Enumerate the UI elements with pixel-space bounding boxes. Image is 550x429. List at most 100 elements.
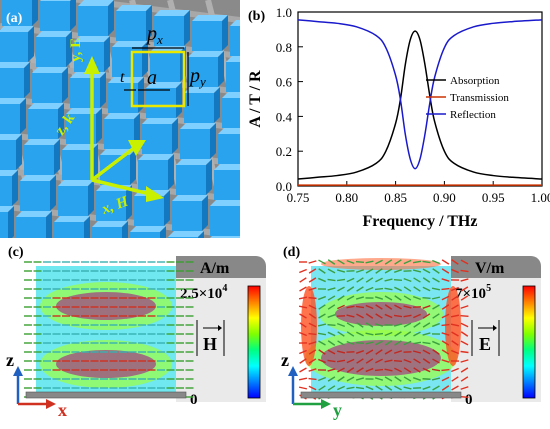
cube-top (36, 31, 72, 37)
cube-top (168, 231, 204, 237)
substrate (26, 392, 186, 398)
panel-a-label: (a) (6, 11, 23, 26)
cube-top (78, 0, 114, 6)
substrate (301, 392, 461, 398)
a-label: a (147, 67, 157, 89)
field-arrow (442, 325, 450, 326)
cube-side (62, 67, 68, 103)
cube-side (16, 134, 22, 170)
cube-top (112, 41, 148, 47)
cube-side (172, 118, 178, 154)
spectrum-chart: 0.750.800.850.900.951.000.00.20.40.60.81… (240, 0, 550, 238)
horizontal-axis-label: y (333, 400, 342, 420)
field-symbol: E (479, 334, 491, 354)
y-E-label: y, E (68, 38, 84, 62)
cube-front (62, 150, 92, 180)
cube-side (206, 159, 212, 195)
field-arrow (328, 325, 336, 326)
cube-top (54, 216, 90, 222)
cube-front (58, 186, 88, 216)
cube-front (214, 170, 240, 200)
cube-top (58, 180, 94, 186)
cube-front (54, 222, 84, 238)
field-arrow (299, 378, 307, 380)
cube-top (104, 113, 140, 119)
cube-top (108, 77, 144, 83)
z-axis-arrow-head (13, 366, 23, 376)
cube-side (108, 0, 114, 36)
cube-front (138, 160, 168, 190)
x-tick-label: 0.85 (384, 190, 407, 205)
cube-side (184, 10, 190, 46)
colorbar-max-label: 7×105 (455, 283, 491, 302)
cube-top (130, 226, 166, 232)
cube-front (28, 109, 58, 139)
cube-front (70, 78, 100, 108)
field-arrow (375, 334, 383, 335)
cube-top (192, 15, 228, 21)
t-label: t (120, 69, 125, 86)
cube-side (28, 26, 34, 62)
cube-front (218, 134, 240, 164)
cube-front (92, 227, 122, 238)
z-axis-label: z (281, 350, 289, 370)
cube-side (222, 15, 228, 51)
cube-side (104, 36, 110, 72)
top-hotspot (321, 258, 441, 270)
panel-b-label: (b) (248, 9, 265, 24)
cube-top (180, 123, 216, 129)
cube-front (116, 11, 146, 41)
cube-front (230, 26, 240, 56)
field-arrow (461, 316, 469, 317)
x-tick-label: 0.95 (482, 190, 505, 205)
cube-front (142, 124, 172, 154)
x-axis-label: Frequency / THz (363, 213, 478, 230)
cube-front (40, 1, 70, 31)
field-arrow (442, 289, 450, 290)
cube-front (20, 181, 50, 211)
x-tick-label: 0.80 (335, 190, 358, 205)
z-axis-arrow-head (288, 366, 298, 376)
y-tick-label: 0.4 (276, 109, 293, 124)
field-arrow (461, 352, 469, 353)
cube-front (32, 73, 62, 103)
cube-side (24, 62, 30, 98)
colorbar (248, 286, 260, 398)
panel-label: (c) (8, 245, 24, 260)
field-arrow (394, 280, 402, 281)
cube-side (50, 175, 56, 211)
cube-side (130, 149, 136, 185)
field-arrow (299, 387, 307, 389)
cube-front (192, 21, 222, 51)
unit-label: V/m (475, 260, 505, 277)
horizontal-axis-arrow-head (321, 399, 331, 409)
cube-side (210, 123, 216, 159)
field-arrow (375, 370, 383, 371)
legend-entry: Absorption (450, 75, 500, 87)
colorbar-max-label: 2.5×104 (180, 283, 227, 302)
field-arrow (309, 298, 317, 299)
field-arrow (309, 379, 317, 380)
cube-front (16, 217, 46, 238)
cube-side (54, 139, 60, 175)
horizontal-axis-arrow-head (46, 399, 56, 409)
colorbar-min-label: 0 (465, 392, 473, 408)
unit-label: A/m (200, 260, 230, 277)
y-tick-label: 0.0 (276, 179, 292, 194)
field-arrow (300, 278, 307, 282)
cube-front (0, 140, 16, 170)
panel-b-spectrum-chart: 0.750.800.850.900.951.000.00.20.40.60.81… (240, 0, 550, 238)
field-arrow (423, 379, 431, 380)
x-tick-label: 0.90 (433, 190, 456, 205)
cube-side (176, 82, 182, 118)
cube-front (210, 206, 240, 236)
cube-side (20, 98, 26, 134)
field-arrow (356, 343, 364, 344)
y-tick-label: 0.6 (276, 75, 293, 90)
x-tick-label: 1.00 (531, 190, 550, 205)
cube-top (188, 51, 224, 57)
